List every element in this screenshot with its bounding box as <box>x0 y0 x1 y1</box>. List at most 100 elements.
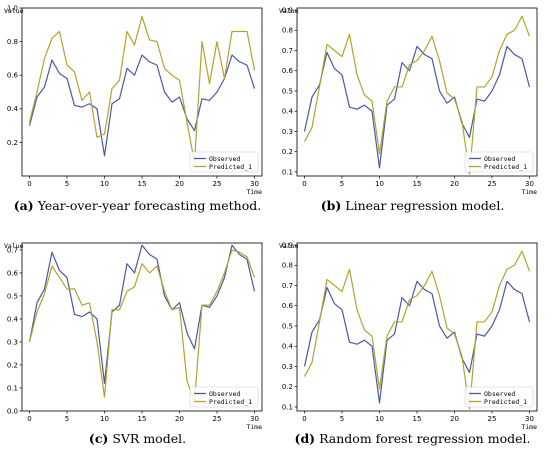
caption-a: (a) Year-over-year forecasting method. <box>0 198 275 213</box>
y-axis-label-c: Value <box>4 242 24 250</box>
x-tick-label-d: 30 <box>525 415 534 423</box>
caption-a-label: (a) <box>13 198 34 213</box>
chart-panel-b: 0.1 0.2 0.3 0.4 0.5 0.6 0.7 0.8 0.9 0 5 10 15 20 25 30 V… <box>275 0 550 226</box>
y-tick-label-a: 0.8 <box>7 38 18 46</box>
y-tick-label-d: 0.5 <box>282 322 293 330</box>
x-tick-label-d: 20 <box>450 415 459 423</box>
x-axis-label-a: Time <box>246 188 262 196</box>
y-tick-label-c: 0.6 <box>7 269 19 277</box>
legend-label-b: Observed <box>484 155 515 163</box>
x-tick-label-b: 25 <box>488 180 497 188</box>
legend-label-c: Observed <box>209 390 240 398</box>
y-tick-label-a: 0.2 <box>7 139 18 147</box>
chart-panel-c: 0.0 0.1 0.2 0.3 0.4 0.5 0.6 0.7 0 5 10 15 20 25 30 Valu… <box>0 235 275 453</box>
legend-label-d: Predicted_1 <box>484 398 527 406</box>
x-tick-label-a: 15 <box>138 180 147 188</box>
x-tick-label-a: 30 <box>250 180 259 188</box>
x-tick-label-d: 25 <box>488 415 497 423</box>
x-tick-label-c: 30 <box>250 415 259 423</box>
series-line-predicted-d <box>303 250 531 410</box>
plot-frame-d <box>296 242 538 412</box>
x-tick-label-a: 5 <box>65 180 69 188</box>
legend-label-b: Predicted_1 <box>484 163 527 171</box>
x-tick-label-b: 30 <box>525 180 534 188</box>
line-chart-a: 0.2 0.4 0.6 0.8 1.0 0 5 10 15 20 25 30 Value Time Obse… <box>4 4 263 196</box>
caption-b: (b) Linear regression model. <box>275 198 550 213</box>
caption-c-text: SVR model. <box>112 431 187 446</box>
y-tick-label-d: 0.8 <box>282 262 293 270</box>
x-axis-label-c: Time <box>246 423 262 431</box>
y-tick-label-b: 0.6 <box>282 67 294 75</box>
chart-panel-d: 0.1 0.2 0.3 0.4 0.5 0.6 0.7 0.8 0.9 0 5 10 15 20 25 30 V… <box>275 235 550 453</box>
y-tick-label-c: 0.2 <box>7 361 18 369</box>
line-chart-b: 0.1 0.2 0.3 0.4 0.5 0.6 0.7 0.8 0.9 0 5 10 15 20 25 30 V… <box>279 6 538 196</box>
x-tick-label-c: 10 <box>100 415 109 423</box>
y-tick-label-c: 0.0 <box>7 407 18 415</box>
x-tick-label-a: 10 <box>100 180 109 188</box>
x-tick-label-a: 25 <box>213 180 222 188</box>
series-line-observed-b <box>303 45 531 169</box>
plot-frame-b <box>296 7 538 177</box>
caption-d-label: (d) <box>294 431 316 446</box>
caption-b-text: Linear regression model. <box>345 198 505 213</box>
y-tick-label-b: 0.7 <box>282 47 293 55</box>
legend-label-a: Predicted_1 <box>209 163 252 171</box>
x-tick-label-a: 20 <box>175 180 184 188</box>
y-tick-label-b: 0.5 <box>282 87 293 95</box>
x-axis-label-d: Time <box>521 423 537 431</box>
series-line-observed-c <box>28 244 256 384</box>
series-line-observed-a <box>28 54 256 157</box>
x-tick-label-d: 10 <box>375 415 384 423</box>
y-tick-label-b: 0.3 <box>282 128 293 136</box>
legend-label-d: Observed <box>484 390 515 398</box>
x-tick-label-b: 5 <box>340 180 344 188</box>
y-tick-label-c: 0.5 <box>7 292 18 300</box>
y-tick-label-b: 0.1 <box>282 168 293 176</box>
x-tick-label-c: 15 <box>138 415 147 423</box>
series-line-observed-d <box>303 280 531 404</box>
caption-d-text: Random forest regression model. <box>319 431 531 446</box>
caption-d: (d) Random forest regression model. <box>275 431 550 446</box>
x-tick-label-a: 0 <box>27 180 31 188</box>
caption-a-text: Year-over-year forecasting method. <box>37 198 262 213</box>
y-tick-label-d: 0.1 <box>282 403 293 411</box>
x-axis-label-b: Time <box>521 188 537 196</box>
x-tick-label-c: 5 <box>65 415 69 423</box>
chart-panel-a: 0.2 0.4 0.6 0.8 1.0 0 5 10 15 20 25 30 Value Time Obse… <box>0 0 275 226</box>
y-tick-label-b: 0.2 <box>282 148 293 156</box>
x-tick-label-c: 25 <box>213 415 222 423</box>
x-tick-label-d: 15 <box>413 415 422 423</box>
caption-c-label: (c) <box>88 431 109 446</box>
legend-box-a <box>189 151 259 173</box>
line-chart-d: 0.1 0.2 0.3 0.4 0.5 0.6 0.7 0.8 0.9 0 5 10 15 20 25 30 V… <box>279 241 538 431</box>
y-tick-label-d: 0.9 <box>282 241 293 249</box>
y-tick-label-a: 1.0 <box>7 4 18 12</box>
y-axis-label-a: Value <box>4 7 24 15</box>
caption-c: (c) SVR model. <box>0 431 275 446</box>
y-tick-label-d: 0.7 <box>282 282 293 290</box>
y-tick-label-d: 0.2 <box>282 383 293 391</box>
x-tick-label-b: 10 <box>375 180 384 188</box>
legend-box-d <box>464 386 534 408</box>
x-tick-label-b: 15 <box>413 180 422 188</box>
y-tick-label-d: 0.3 <box>282 363 293 371</box>
x-tick-label-c: 0 <box>27 415 31 423</box>
x-tick-label-b: 0 <box>302 180 306 188</box>
caption-b-label: (b) <box>320 198 342 213</box>
x-tick-label-d: 0 <box>302 415 306 423</box>
x-tick-label-d: 5 <box>340 415 344 423</box>
y-tick-label-a: 0.6 <box>7 72 19 80</box>
series-line-predicted-c <box>28 249 256 403</box>
legend-box-c <box>189 386 259 408</box>
y-tick-label-c: 0.1 <box>7 384 18 392</box>
y-tick-label-d: 0.6 <box>282 302 294 310</box>
y-tick-label-b: 0.8 <box>282 27 293 35</box>
line-chart-c: 0.0 0.1 0.2 0.3 0.4 0.5 0.6 0.7 0 5 10 15 20 25 30 Valu… <box>4 242 263 431</box>
x-tick-label-b: 20 <box>450 180 459 188</box>
y-tick-label-c: 0.7 <box>7 246 18 254</box>
legend-box-b <box>464 151 534 173</box>
y-axis-label-b: Value <box>279 7 299 15</box>
x-tick-label-c: 20 <box>175 415 184 423</box>
y-tick-label-b: 0.4 <box>282 108 294 116</box>
y-tick-label-d: 0.4 <box>282 343 294 351</box>
